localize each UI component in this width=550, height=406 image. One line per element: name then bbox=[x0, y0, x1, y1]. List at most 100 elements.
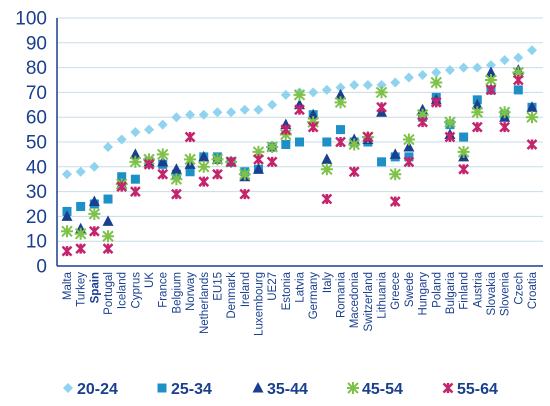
legend-marker-20-24 bbox=[63, 383, 73, 393]
legend-label-35-44: 35-44 bbox=[267, 381, 308, 398]
x-tick-label-croatia: Croatia bbox=[527, 271, 539, 309]
x-tick-label-malta: Malta bbox=[62, 271, 74, 300]
legend-label-55-64: 55-64 bbox=[457, 381, 498, 398]
point-45-54-swede bbox=[402, 133, 415, 146]
point-55-64-germany bbox=[307, 121, 319, 133]
x-tick-label-bulgaria: Bulgaria bbox=[445, 271, 457, 314]
x-tick-label-greece: Greece bbox=[390, 272, 402, 310]
x-tick-label-denmark: Denmark bbox=[226, 272, 238, 319]
point-35-44-belgium bbox=[170, 163, 182, 174]
point-20-24-ue27 bbox=[267, 99, 278, 110]
x-tick-label-finland: Finland bbox=[459, 272, 471, 310]
point-20-24-france bbox=[157, 119, 168, 130]
point-20-24-luxembourg bbox=[253, 104, 264, 115]
point-55-64-bulgaria bbox=[444, 131, 456, 143]
point-55-64-eu15 bbox=[212, 168, 223, 180]
x-tick-label-belgium: Belgium bbox=[171, 272, 183, 314]
point-35-44-netherlands bbox=[198, 150, 210, 162]
point-55-64-macedonia bbox=[348, 166, 360, 178]
point-25-34-norway bbox=[185, 167, 195, 177]
point-20-24-croatia bbox=[527, 45, 537, 56]
point-20-24-switzerland bbox=[362, 79, 373, 90]
point-20-24-eu15 bbox=[212, 107, 223, 118]
point-45-54-portugal bbox=[102, 230, 115, 243]
y-tick-label-40: 40 bbox=[26, 157, 47, 178]
x-tick-label-spain: Spain bbox=[89, 272, 101, 303]
point-20-24-norway bbox=[185, 109, 196, 120]
x-tick-label-germany: Germany bbox=[308, 272, 320, 320]
point-45-54-hungary bbox=[416, 108, 429, 121]
point-45-54-turkey bbox=[74, 227, 87, 240]
point-35-44-france bbox=[157, 155, 169, 167]
x-tick-label-lithuania: Lithuania bbox=[377, 271, 389, 318]
y-tick-label-70: 70 bbox=[26, 83, 47, 104]
point-45-54-cyprus bbox=[129, 155, 142, 168]
legend-label-25-34: 25-34 bbox=[171, 381, 212, 398]
point-45-54-eu15 bbox=[211, 153, 224, 166]
point-35-44-slovakia bbox=[485, 66, 497, 78]
point-45-54-austria bbox=[471, 106, 484, 119]
x-tick-label-luxembourg: Luxembourg bbox=[253, 272, 265, 336]
point-45-54-macedonia bbox=[348, 138, 361, 151]
x-tick-label-france: France bbox=[158, 272, 170, 308]
y-tick-label-20: 20 bbox=[26, 207, 47, 228]
y-tick-label-80: 80 bbox=[26, 58, 47, 79]
point-25-34-estonia bbox=[281, 139, 291, 149]
point-55-64-netherlands bbox=[198, 176, 210, 188]
x-tick-label-eu15: EU15 bbox=[212, 272, 224, 301]
y-tick-label-30: 30 bbox=[26, 182, 47, 203]
x-tick-label-slovenia: Slovenia bbox=[500, 271, 512, 316]
x-tick-label-netherlands: Netherlands bbox=[199, 272, 211, 334]
point-45-54-ue27 bbox=[266, 140, 279, 153]
point-55-64-croatia bbox=[526, 139, 538, 150]
point-45-54-lithuania bbox=[375, 86, 388, 99]
point-45-54-slovenia bbox=[498, 106, 511, 119]
point-45-54-bulgaria bbox=[443, 116, 456, 129]
point-55-64-finland bbox=[458, 163, 470, 175]
point-20-24-cyprus bbox=[130, 127, 141, 138]
point-25-34-portugal bbox=[103, 194, 113, 204]
point-55-64-ue27 bbox=[266, 156, 278, 168]
point-45-54-spain bbox=[88, 207, 101, 220]
point-20-24-denmark bbox=[226, 107, 237, 118]
legend-marker-45-54 bbox=[347, 382, 359, 394]
point-55-64-slovenia bbox=[499, 121, 511, 133]
point-20-24-italy bbox=[321, 84, 332, 95]
point-35-44-malta bbox=[61, 210, 73, 221]
point-55-64-denmark bbox=[225, 156, 237, 168]
series-55-64 bbox=[61, 74, 538, 257]
x-tick-label-ue27: UE27 bbox=[267, 272, 279, 301]
point-20-24-lithuania bbox=[376, 79, 387, 90]
point-45-54-norway bbox=[184, 153, 197, 166]
point-55-64-belgium bbox=[171, 188, 182, 200]
point-20-24-slovenia bbox=[499, 55, 510, 66]
x-tick-label-slovakia: Slovakia bbox=[486, 271, 498, 315]
y-tick-label-100: 100 bbox=[15, 9, 47, 30]
point-20-24-iceland bbox=[116, 134, 127, 145]
point-55-64-spain bbox=[88, 225, 100, 237]
x-tick-label-czech: Czech bbox=[513, 272, 525, 305]
point-20-24-bulgaria bbox=[444, 65, 455, 76]
x-tick-label-swede: Swede bbox=[404, 272, 416, 307]
point-35-44-germany bbox=[307, 108, 319, 120]
point-25-34-iceland bbox=[117, 172, 127, 182]
point-20-24-finland bbox=[458, 62, 469, 73]
point-20-24-slovakia bbox=[485, 60, 496, 71]
x-tick-label-macedonia: Macedonia bbox=[349, 271, 361, 328]
x-tick-label-hungary: Hungary bbox=[418, 272, 430, 316]
point-45-54-ireland bbox=[238, 168, 251, 181]
point-55-64-lithuania bbox=[376, 101, 387, 113]
point-45-54-latvia bbox=[293, 88, 306, 101]
point-45-54-malta bbox=[61, 225, 73, 238]
point-55-64-greece bbox=[389, 196, 401, 207]
x-tick-label-romania: Romania bbox=[336, 271, 348, 318]
point-35-44-portugal bbox=[102, 215, 114, 226]
point-55-64-swede bbox=[403, 156, 415, 168]
y-tick-label-90: 90 bbox=[26, 33, 47, 54]
point-20-24-malta bbox=[62, 169, 72, 180]
point-45-54-belgium bbox=[170, 173, 183, 186]
point-20-24-germany bbox=[308, 87, 319, 98]
point-20-24-uk bbox=[144, 124, 155, 135]
